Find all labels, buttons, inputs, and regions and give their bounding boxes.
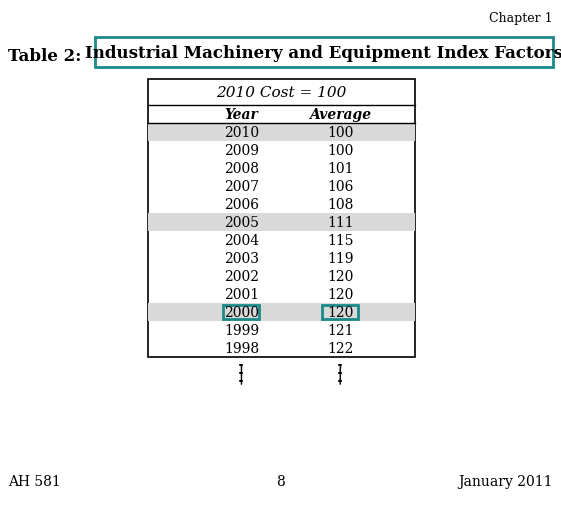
Text: Chapter 1: Chapter 1 xyxy=(489,12,553,25)
Text: 2000: 2000 xyxy=(224,306,259,319)
Text: Average: Average xyxy=(309,108,371,122)
Text: 2010: 2010 xyxy=(224,126,259,140)
Text: 119: 119 xyxy=(327,251,353,266)
Text: 2007: 2007 xyxy=(224,180,259,193)
Text: 120: 120 xyxy=(327,287,353,301)
Bar xyxy=(148,80,415,358)
Text: 2002: 2002 xyxy=(224,270,259,283)
Text: 100: 100 xyxy=(327,126,353,140)
Text: Year: Year xyxy=(224,108,258,122)
Text: 1998: 1998 xyxy=(224,341,259,356)
Text: 2004: 2004 xyxy=(224,233,259,247)
Text: 2003: 2003 xyxy=(224,251,259,266)
Text: 115: 115 xyxy=(327,233,353,247)
Text: Industrial Machinery and Equipment Index Factors: Industrial Machinery and Equipment Index… xyxy=(85,44,561,62)
Bar xyxy=(95,38,553,68)
Text: 120: 120 xyxy=(327,306,353,319)
Text: 111: 111 xyxy=(327,216,353,230)
Text: 122: 122 xyxy=(327,341,353,356)
Text: 106: 106 xyxy=(327,180,353,193)
Text: 2008: 2008 xyxy=(224,162,259,176)
Bar xyxy=(148,124,415,142)
Text: AH 581: AH 581 xyxy=(8,474,61,488)
Bar xyxy=(148,214,415,231)
Text: Table 2:: Table 2: xyxy=(8,48,87,65)
Text: January 2011: January 2011 xyxy=(458,474,553,488)
Text: 8: 8 xyxy=(276,474,285,488)
Text: 2001: 2001 xyxy=(224,287,259,301)
Text: 100: 100 xyxy=(327,144,353,158)
Text: 2010 Cost = 100: 2010 Cost = 100 xyxy=(217,86,347,100)
Text: 2005: 2005 xyxy=(224,216,259,230)
Text: 121: 121 xyxy=(327,323,353,337)
Bar xyxy=(322,306,358,319)
Text: 1999: 1999 xyxy=(224,323,259,337)
Text: 101: 101 xyxy=(327,162,353,176)
Text: 2006: 2006 xyxy=(224,197,259,212)
Text: 120: 120 xyxy=(327,270,353,283)
Bar xyxy=(223,306,259,319)
Text: 108: 108 xyxy=(327,197,353,212)
Text: 2009: 2009 xyxy=(224,144,259,158)
Bar xyxy=(148,304,415,321)
